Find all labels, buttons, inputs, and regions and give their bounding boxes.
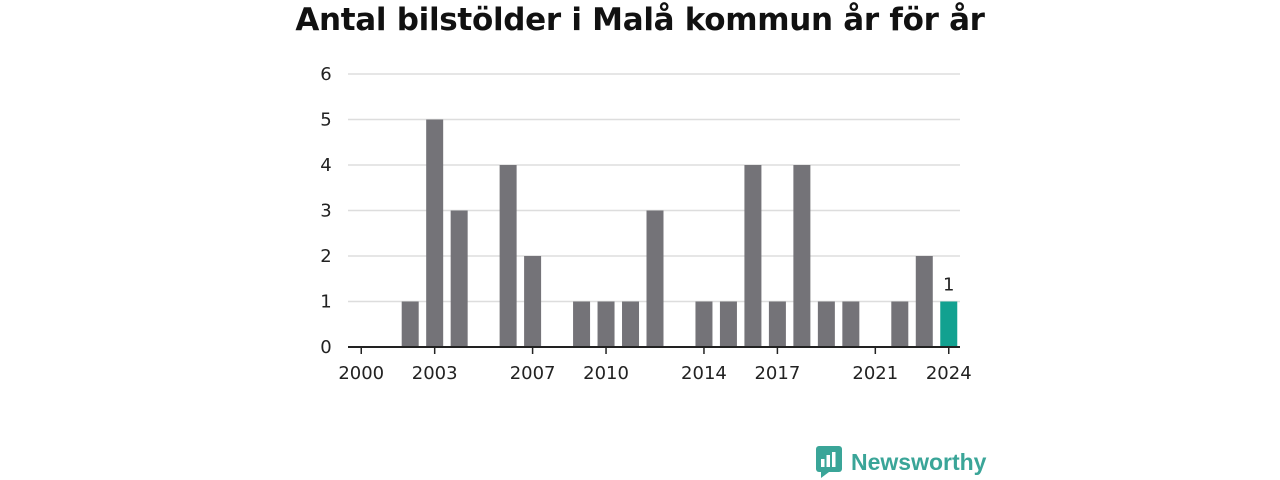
data-label-2024: 1 [943, 275, 954, 296]
y-tick-label: 4 [320, 155, 331, 176]
data-labels: 1 [943, 275, 954, 296]
y-tick-label: 5 [320, 110, 331, 131]
y-tick-label: 0 [320, 337, 331, 358]
y-axis-ticks: 0 1 2 3 4 5 6 [320, 64, 331, 358]
bar-2022 [891, 301, 909, 347]
bar-2017 [768, 301, 786, 347]
bar-2009 [573, 301, 591, 347]
bar-chart: 0 1 2 3 4 5 6 2000 2003 2007 2010 2014 2017 2021 2024… [320, 64, 972, 384]
bar-2004 [450, 210, 468, 347]
bar-2020 [842, 301, 860, 347]
bar-2003 [426, 119, 444, 347]
bar-2010 [597, 301, 615, 347]
bar-2006 [499, 165, 517, 347]
x-tick-label: 2007 [510, 363, 556, 384]
bars [401, 119, 958, 347]
bar-2007 [524, 256, 542, 347]
y-tick-label: 3 [320, 201, 331, 222]
bar-2012 [646, 210, 664, 347]
brand-name: Newsworthy [851, 448, 987, 475]
newsworthy-logo[interactable]: Newsworthy [815, 445, 986, 479]
y-tick-label: 1 [320, 292, 331, 313]
x-tick-label: 2000 [338, 363, 384, 384]
chart-title: Antal bilstölder i Malå kommun år för år [295, 2, 985, 38]
x-tick-label: 2017 [754, 363, 800, 384]
bar-2002 [401, 301, 419, 347]
x-axis-ticks: 2000 2003 2007 2010 2014 2017 2021 2024 [338, 347, 972, 384]
x-tick-label: 2014 [681, 363, 727, 384]
bar-2018 [793, 165, 811, 347]
bar-2014 [695, 301, 713, 347]
bar-2024 [940, 301, 958, 347]
bar-2016 [744, 165, 762, 347]
bar-2011 [622, 301, 640, 347]
x-tick-label: 2021 [852, 363, 898, 384]
y-tick-label: 2 [320, 246, 331, 267]
x-tick-label: 2024 [926, 363, 972, 384]
x-tick-label: 2003 [412, 363, 458, 384]
newsworthy-chart-icon [816, 446, 842, 478]
bar-2023 [915, 256, 933, 347]
bar-2015 [719, 301, 737, 347]
y-tick-label: 6 [320, 64, 331, 85]
x-tick-label: 2010 [583, 363, 629, 384]
bar-2019 [817, 301, 835, 347]
